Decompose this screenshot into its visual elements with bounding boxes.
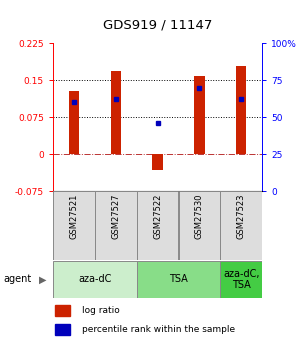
Bar: [53, 261, 137, 298]
Text: GDS919 / 11147: GDS919 / 11147: [103, 19, 212, 32]
Bar: [111, 71, 121, 155]
Bar: [95, 191, 137, 260]
Bar: [178, 191, 220, 260]
Bar: [152, 155, 163, 170]
Text: agent: agent: [3, 275, 31, 284]
Bar: [194, 76, 205, 155]
Text: GSM27523: GSM27523: [237, 194, 246, 239]
Text: TSA: TSA: [169, 275, 188, 284]
Text: GSM27522: GSM27522: [153, 194, 162, 239]
Bar: [137, 191, 178, 260]
Text: log ratio: log ratio: [82, 306, 120, 315]
Text: GSM27527: GSM27527: [111, 194, 120, 239]
Text: aza-dC: aza-dC: [78, 275, 112, 284]
Bar: [69, 91, 79, 155]
Bar: [55, 305, 70, 316]
Bar: [137, 261, 220, 298]
Bar: [236, 66, 246, 155]
Text: GSM27530: GSM27530: [195, 194, 204, 239]
Text: percentile rank within the sample: percentile rank within the sample: [82, 325, 235, 334]
Bar: [220, 191, 262, 260]
Bar: [53, 191, 95, 260]
Text: ▶: ▶: [39, 275, 47, 284]
Text: aza-dC,
TSA: aza-dC, TSA: [223, 269, 259, 290]
Text: GSM27521: GSM27521: [69, 194, 78, 239]
Bar: [55, 324, 70, 335]
Bar: [220, 261, 262, 298]
